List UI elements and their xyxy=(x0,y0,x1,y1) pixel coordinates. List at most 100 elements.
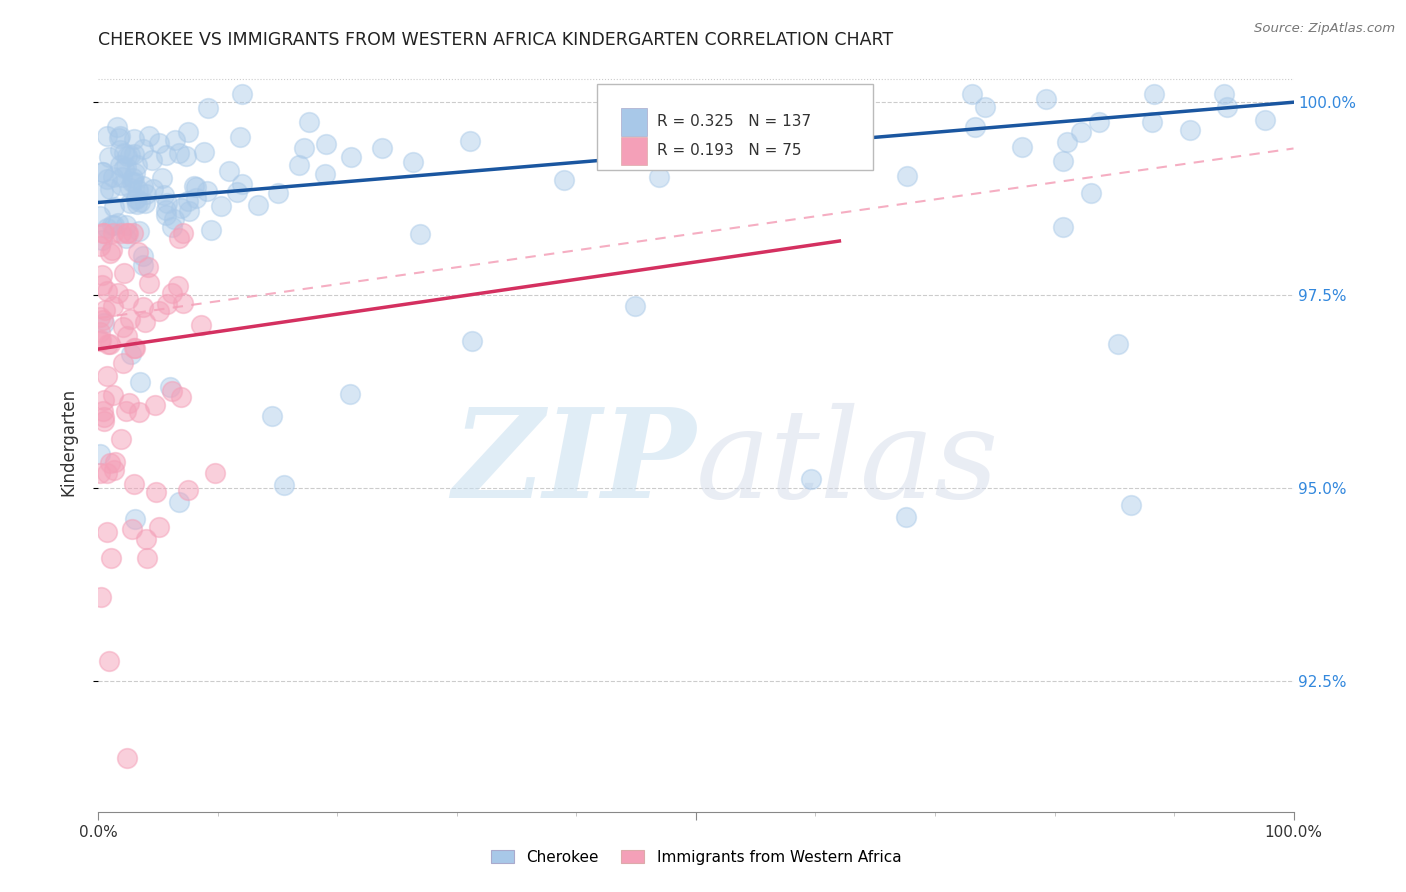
Point xyxy=(111,356,134,370)
Point xyxy=(124,512,146,526)
Point xyxy=(127,183,149,197)
Point xyxy=(120,195,142,210)
Point xyxy=(177,125,200,139)
Point xyxy=(225,186,247,200)
Point xyxy=(148,303,170,318)
Point xyxy=(128,224,150,238)
Point xyxy=(247,197,270,211)
Point xyxy=(89,310,111,325)
Point xyxy=(101,299,124,313)
Point xyxy=(273,478,295,492)
Point xyxy=(107,285,129,300)
Point xyxy=(110,178,132,193)
Point xyxy=(314,167,336,181)
Point xyxy=(800,472,823,486)
Point xyxy=(142,182,165,196)
Point xyxy=(167,231,190,245)
Text: R = 0.193   N = 75: R = 0.193 N = 75 xyxy=(657,143,801,158)
Point xyxy=(96,172,118,186)
Text: atlas: atlas xyxy=(696,403,1000,524)
Point xyxy=(114,161,136,175)
Point xyxy=(297,115,319,129)
Point xyxy=(292,141,315,155)
Point xyxy=(118,395,141,409)
Point xyxy=(122,170,145,185)
Point xyxy=(120,346,142,360)
Point xyxy=(103,463,125,477)
Point xyxy=(128,405,150,419)
Point xyxy=(105,120,128,134)
Point xyxy=(155,148,177,162)
Text: Source: ZipAtlas.com: Source: ZipAtlas.com xyxy=(1254,22,1395,36)
Point xyxy=(115,750,138,764)
Point xyxy=(128,375,150,389)
Point xyxy=(135,532,157,546)
Point xyxy=(762,140,785,154)
Point xyxy=(752,94,775,108)
Point xyxy=(93,227,115,241)
Point xyxy=(156,195,179,210)
Legend: Cherokee, Immigrants from Western Africa: Cherokee, Immigrants from Western Africa xyxy=(485,844,907,871)
Point xyxy=(111,170,134,185)
Point xyxy=(103,388,125,402)
Point xyxy=(96,368,118,383)
Point xyxy=(169,145,191,160)
Point xyxy=(96,221,118,235)
Point xyxy=(93,414,115,428)
Point xyxy=(138,276,160,290)
Point xyxy=(132,249,155,263)
Point xyxy=(229,130,252,145)
Point xyxy=(195,184,218,198)
Point xyxy=(134,195,156,210)
Point xyxy=(200,223,222,237)
Point xyxy=(963,120,986,134)
Point xyxy=(96,129,118,144)
Point xyxy=(93,303,115,318)
Point xyxy=(110,158,132,172)
Point xyxy=(1011,139,1033,153)
Point xyxy=(1035,92,1057,106)
Point xyxy=(98,337,121,351)
Point xyxy=(134,315,156,329)
Point xyxy=(1070,125,1092,139)
Point xyxy=(1213,87,1236,102)
Point xyxy=(111,320,134,334)
Point xyxy=(110,144,132,158)
Point xyxy=(165,133,187,147)
Point xyxy=(204,467,226,481)
Point xyxy=(91,233,114,247)
Point xyxy=(103,218,125,232)
FancyBboxPatch shape xyxy=(620,108,647,136)
Point xyxy=(115,161,138,175)
Point xyxy=(896,169,918,183)
Point xyxy=(193,145,215,160)
Point xyxy=(828,126,851,140)
Point xyxy=(1052,153,1074,168)
Point xyxy=(1107,337,1129,351)
Point xyxy=(101,169,124,184)
Point xyxy=(101,218,124,232)
Point xyxy=(176,483,198,498)
Point xyxy=(129,194,152,209)
Point xyxy=(135,186,157,201)
Point xyxy=(648,169,671,184)
Point xyxy=(141,153,163,167)
Point xyxy=(458,134,481,148)
Point xyxy=(125,191,148,205)
Point xyxy=(124,166,146,180)
Point xyxy=(461,334,484,348)
Point xyxy=(112,266,135,280)
Point xyxy=(107,216,129,230)
Point xyxy=(117,227,139,241)
Point xyxy=(409,227,432,242)
Point xyxy=(190,318,212,332)
Point xyxy=(98,456,121,470)
Point xyxy=(118,312,141,326)
Point xyxy=(107,131,129,145)
Point xyxy=(174,148,197,162)
Point xyxy=(91,164,114,178)
Y-axis label: Kindergarten: Kindergarten xyxy=(59,387,77,496)
Point xyxy=(121,522,143,536)
Point xyxy=(152,171,174,186)
Point xyxy=(184,179,207,194)
